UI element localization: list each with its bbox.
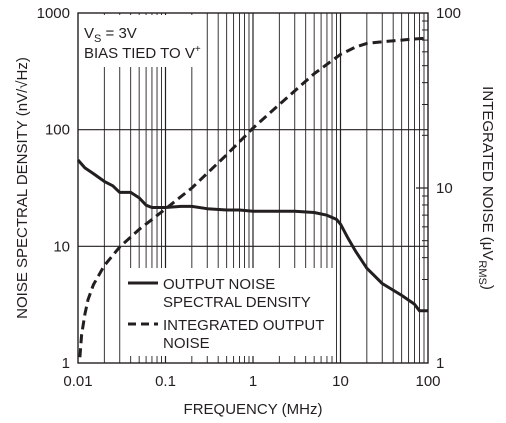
integrated-noise-series-line [78, 36, 429, 358]
x-axis-label: FREQUENCY (MHz) [184, 401, 323, 418]
legend-entry-2-line-2: NOISE [163, 335, 210, 352]
x-tick-label: 0.1 [155, 373, 176, 390]
right-axis-label: INTEGRATED NOISE (μVRMS) [476, 86, 496, 290]
x-tick-label: 1 [249, 373, 257, 390]
right-tick-label: 10 [436, 180, 453, 197]
x-tick-label: 10 [332, 373, 349, 390]
axis-ticks [416, 20, 428, 311]
annotation-line-1: VS = 3V [84, 25, 137, 45]
left-tick-label: 1000 [37, 5, 70, 22]
x-tick-label: 0.01 [63, 373, 92, 390]
legend: OUTPUT NOISE SPECTRAL DENSITY INTEGRATED… [123, 268, 333, 356]
right-tick-label: 100 [436, 5, 461, 22]
right-tick-label: 1 [436, 355, 444, 372]
annotation-background [80, 15, 205, 67]
legend-entry-1-line-1: OUTPUT NOISE [163, 276, 275, 293]
left-tick-label: 10 [53, 238, 70, 255]
series-group [76, 36, 429, 358]
left-tick-label: 1 [62, 355, 70, 372]
legend-entry-2-line-1: INTEGRATED OUTPUT [163, 317, 324, 334]
left-tick-label: 100 [45, 122, 70, 139]
left-axis-label: NOISE SPECTRAL DENSITY (nV/√Hz) [14, 57, 31, 319]
annotation-line-2: BIAS TIED TO V+ [84, 44, 201, 62]
x-tick-label: 100 [415, 373, 440, 390]
legend-entry-1-line-2: SPECTRAL DENSITY [163, 294, 311, 311]
spectral-density-series-line [76, 159, 428, 313]
